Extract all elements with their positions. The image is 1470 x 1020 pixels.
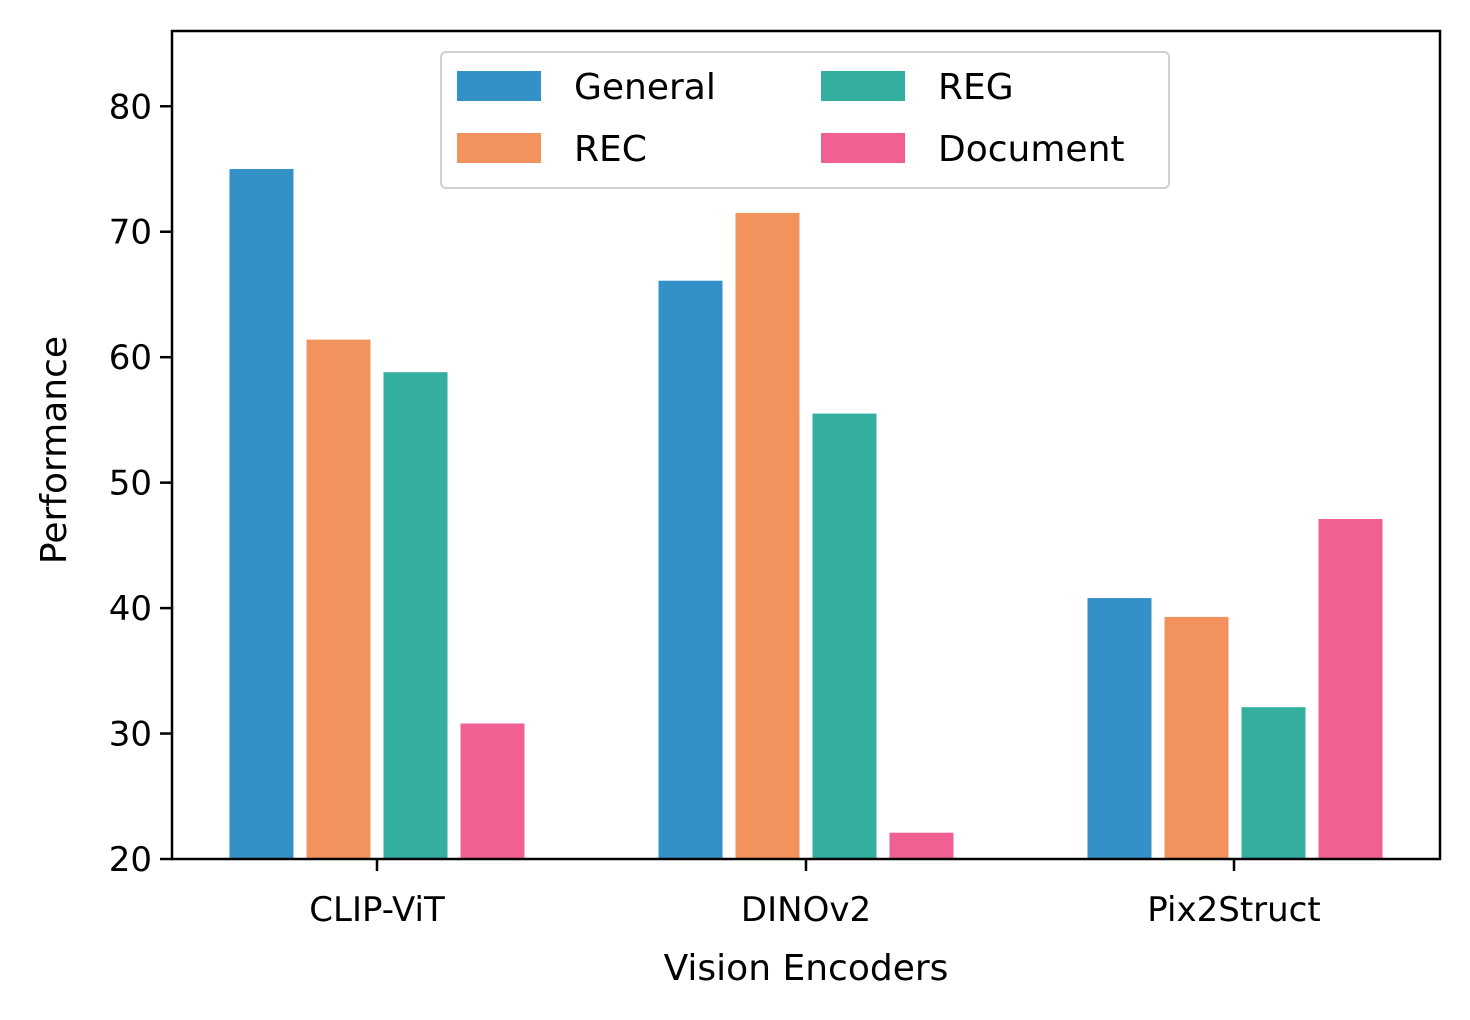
legend: General REC REG Document (440, 51, 1170, 189)
x-axis: CLIP-ViT DINOv2 Pix2Struct (309, 859, 1321, 930)
bar-document-dinov2 (889, 832, 954, 859)
y-tick-label: 40 (109, 589, 152, 629)
x-tick-label: DINOv2 (741, 890, 871, 930)
bars-group (229, 169, 1383, 860)
y-axis-title: Performance (34, 336, 75, 564)
bar-general-clip-vit (229, 169, 294, 859)
legend-label-document: Document (938, 129, 1125, 170)
bar-document-clip-vit (460, 723, 525, 859)
y-tick-label: 70 (109, 213, 152, 253)
legend-swatch-reg (821, 71, 905, 101)
bar-rec-pix2struct (1164, 616, 1229, 859)
x-tick-label: CLIP-ViT (309, 890, 445, 930)
y-tick-label: 50 (109, 464, 152, 504)
y-tick-label: 60 (109, 338, 152, 378)
bar-reg-dinov2 (812, 413, 877, 859)
x-tick-label: Pix2Struct (1147, 890, 1320, 930)
bar-general-pix2struct (1087, 598, 1152, 859)
x-axis-title: Vision Encoders (664, 948, 949, 989)
legend-swatch-rec (457, 133, 541, 163)
bar-rec-dinov2 (735, 212, 800, 859)
bar-document-pix2struct (1318, 519, 1383, 859)
legend-swatch-document (821, 133, 905, 163)
y-tick-label: 80 (109, 87, 152, 127)
bar-reg-clip-vit (383, 372, 448, 859)
legend-label-rec: REC (574, 129, 647, 170)
legend-swatch-general (457, 71, 541, 101)
bar-rec-clip-vit (306, 339, 371, 860)
bar-general-dinov2 (658, 280, 723, 859)
legend-label-general: General (574, 67, 716, 108)
legend-label-reg: REG (938, 67, 1014, 108)
y-tick-label: 30 (109, 715, 152, 755)
bar-reg-pix2struct (1241, 707, 1306, 859)
y-axis: 20 30 40 50 60 70 80 (109, 87, 172, 880)
legend-box (440, 51, 1170, 189)
y-tick-label: 20 (109, 840, 152, 880)
